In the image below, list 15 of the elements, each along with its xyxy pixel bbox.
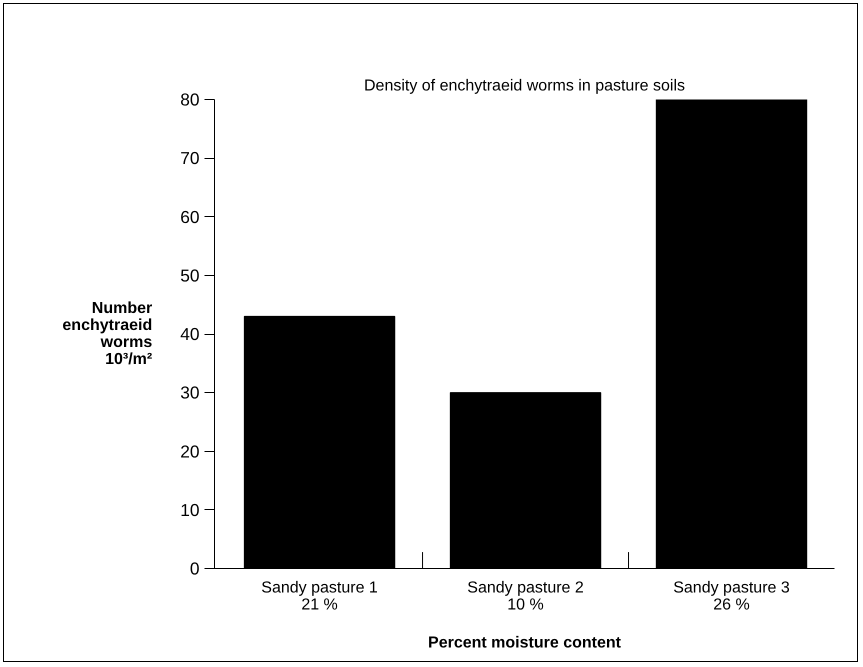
y-tick-label: 80 <box>180 90 200 110</box>
y-tick-label: 20 <box>180 441 200 462</box>
y-tick-label: 60 <box>180 206 200 227</box>
y-axis-title: Number enchytraeid worms 10³/m² <box>62 300 152 368</box>
y-tick-label: 50 <box>180 265 200 286</box>
y-tick-label: 10 <box>180 500 200 520</box>
y-tick-label: 70 <box>180 148 200 168</box>
x-axis-title: Percent moisture content <box>428 634 622 652</box>
y-tick-label: 30 <box>180 382 200 403</box>
y-tick-label: 40 <box>180 324 200 344</box>
x-tick-label: Sandy pasture 1 21 % <box>261 580 378 614</box>
chart-title: Density of enchytraeid worms in pasture soils <box>364 78 686 94</box>
x-tick-label: Sandy pasture 3 26 % <box>673 580 790 614</box>
y-tick-label: 0 <box>190 558 200 578</box>
x-tick-label: Sandy pasture 2 10 % <box>467 580 584 614</box>
